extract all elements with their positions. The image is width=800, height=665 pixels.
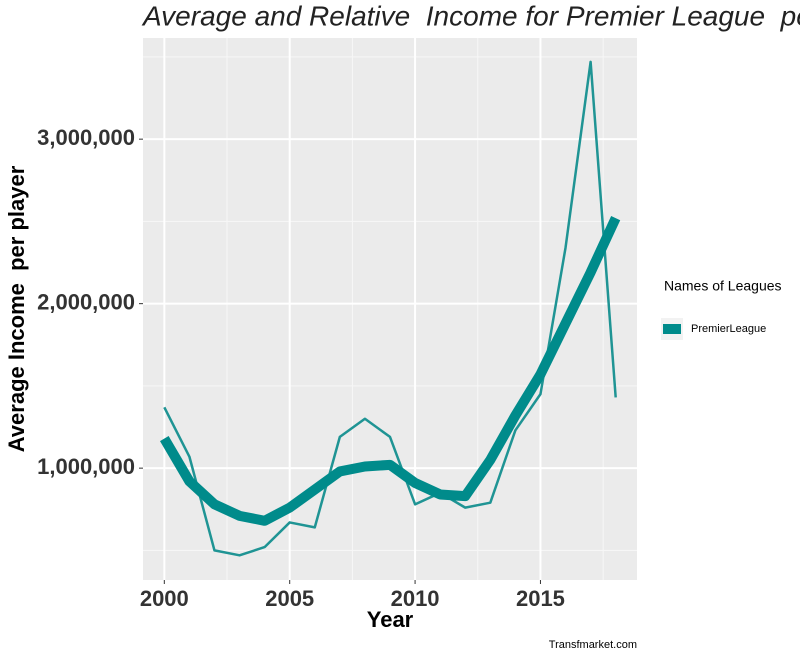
y-axis-label: Average Income per player <box>4 165 29 452</box>
marks <box>160 60 621 557</box>
x-tick-label: 2015 <box>516 586 565 611</box>
legend-title: Names of Leagues <box>664 278 782 294</box>
y-tick-label: 2,000,000 <box>37 289 135 314</box>
caption: Transfmarket.com <box>549 639 637 651</box>
x-axis-label: Year <box>367 607 414 632</box>
y-tick-label: 3,000,000 <box>37 125 135 150</box>
legend-label: PremierLeague <box>691 323 766 335</box>
y-tick-label: 1,000,000 <box>37 454 135 479</box>
x-tick-label: 2000 <box>140 586 189 611</box>
x-tick-label: 2005 <box>265 586 314 611</box>
series-line <box>163 60 617 557</box>
series-line <box>160 216 621 526</box>
chart-title: Average and Relative Income for Premier … <box>141 0 800 31</box>
panel <box>143 38 637 580</box>
x-tick-label: 2010 <box>391 586 440 611</box>
